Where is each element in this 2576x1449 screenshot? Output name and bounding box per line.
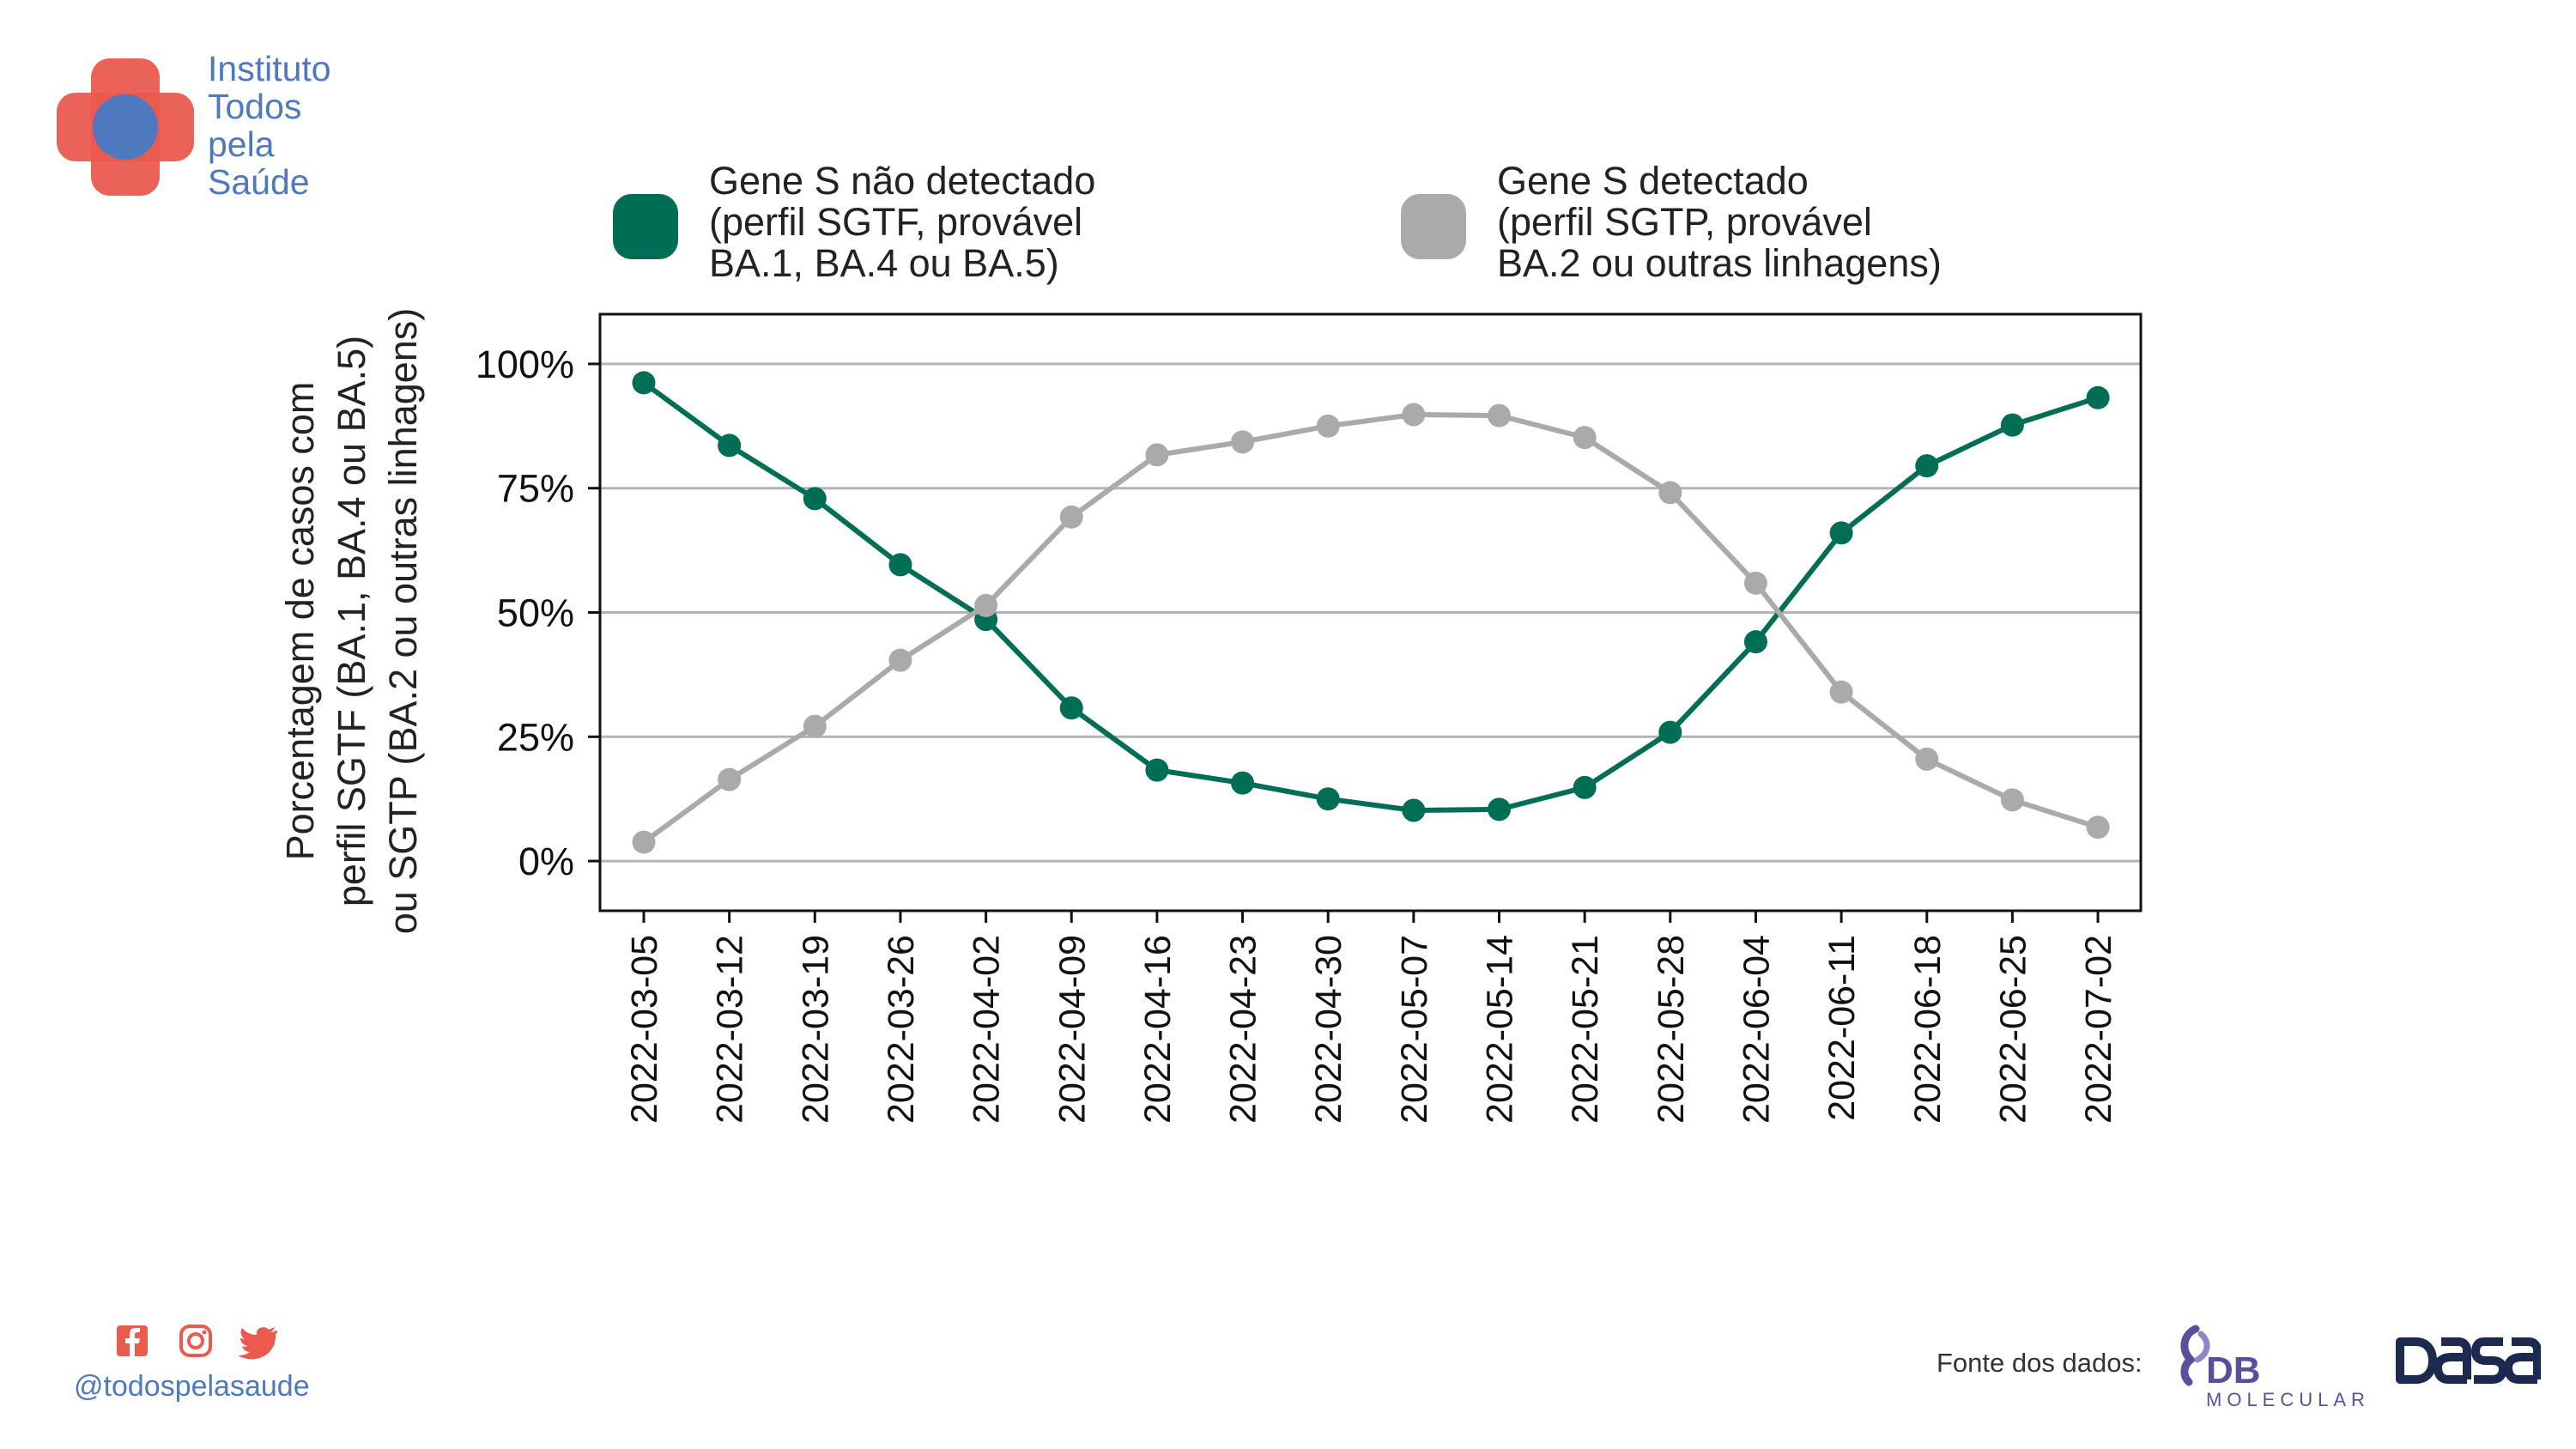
x-tick-label: 2022-06-04 [1736, 935, 1777, 1124]
y-tick-label: 100% [476, 343, 574, 386]
data-point [1829, 521, 1853, 545]
data-point [1402, 798, 1426, 822]
data-point [1658, 720, 1682, 744]
legend-item-1: Gene S não detectado(perfil SGTF, prováv… [613, 159, 1095, 285]
x-tick-label: 2022-03-05 [624, 935, 665, 1124]
x-tick-label: 2022-05-28 [1651, 935, 1692, 1124]
twitter-icon[interactable] [238, 1327, 278, 1360]
social-handle[interactable]: @todospelasaude [74, 1370, 310, 1403]
data-point [2000, 788, 2024, 812]
legend-label-line: (perfil SGTF, provável [709, 200, 1082, 244]
x-tick-label: 2022-05-07 [1394, 935, 1435, 1124]
social-icons [117, 1325, 278, 1360]
logo-line: pela [208, 124, 275, 164]
data-point [1658, 481, 1682, 505]
x-tick-label: 2022-04-30 [1308, 935, 1349, 1124]
x-tick-label: 2022-03-19 [795, 935, 836, 1124]
data-point [632, 830, 656, 854]
data-point [1231, 771, 1255, 795]
x-tick-label: 2022-04-16 [1137, 935, 1179, 1124]
data-point [1316, 414, 1340, 438]
y-axis-label-line: Porcentagem de casos com [278, 382, 322, 861]
y-tick-label: 50% [497, 591, 574, 635]
logo-line: Todos [208, 87, 302, 126]
data-point [1915, 454, 1939, 478]
y-axis-label: Porcentagem de casos com perfil SGTF (BA.… [278, 308, 425, 935]
data-point [2086, 815, 2110, 840]
y-tick-label: 25% [497, 715, 574, 759]
source-label: Fonte dos dados: [1937, 1348, 2143, 1378]
data-point [1829, 680, 1853, 704]
data-point [1059, 505, 1083, 529]
data-point [718, 767, 742, 791]
data-point [803, 487, 827, 511]
data-point [1488, 797, 1511, 822]
legend-label-line: BA.1, BA.4 ou BA.5) [709, 241, 1059, 285]
x-tick-label: 2022-05-14 [1480, 935, 1521, 1124]
y-axis-label-line: perfil SGTF (BA.1, BA.4 ou BA.5) [330, 336, 373, 906]
data-point [1316, 787, 1340, 811]
legend: Gene S não detectado(perfil SGTF, prováv… [613, 159, 1942, 285]
data-point [2000, 413, 2024, 437]
data-point [1231, 430, 1255, 454]
legend-label-line: (perfil SGTP, provável [1497, 200, 1872, 244]
x-tick-label: 2022-03-12 [710, 935, 751, 1124]
legend-marker [1401, 194, 1466, 259]
data-point [1402, 403, 1426, 427]
x-tick-label: 2022-07-02 [2078, 935, 2119, 1124]
data-point [1573, 775, 1597, 799]
data-point [2086, 385, 2110, 409]
legend-item-2: Gene S detectado(perfil SGTP, provávelBA… [1401, 159, 1942, 285]
db-logo-text: DB [2206, 1349, 2261, 1391]
x-tick-label: 2022-04-23 [1223, 935, 1264, 1124]
x-tick-label: 2022-03-26 [881, 935, 922, 1124]
logo-text: Instituto Todos pela Saúde [208, 50, 331, 201]
legend-label-line: Gene S não detectado [709, 159, 1095, 203]
data-point [888, 648, 912, 672]
series-1 [632, 371, 2110, 822]
series-line [642, 380, 2099, 814]
data-point [888, 553, 912, 577]
legend-label-line: BA.2 ou outras linhagens) [1497, 241, 1942, 285]
x-tick-label: 2022-06-25 [1992, 935, 2034, 1124]
legend-label-line: Gene S detectado [1497, 159, 1809, 203]
data-point [974, 593, 998, 617]
facebook-icon[interactable] [117, 1325, 148, 1356]
gridlines [600, 362, 2141, 863]
x-tick-label: 2022-04-09 [1052, 935, 1093, 1124]
db-molecular-logo-icon [2180, 1325, 2210, 1386]
instituto-logo-icon [57, 58, 194, 196]
series-line [642, 411, 2099, 845]
dasa-logo-icon [2396, 1337, 2541, 1384]
data-point [1059, 696, 1083, 720]
instagram-icon[interactable] [179, 1325, 212, 1357]
y-tick-label: 0% [518, 840, 574, 883]
data-point [1145, 758, 1169, 782]
x-ticks: 2022-03-05 2022-03-12 2022-03-19 2022-03-26… [624, 911, 2119, 1124]
series-2 [632, 403, 2110, 854]
db-logo-subtext: MOLECULAR [2206, 1389, 2370, 1410]
data-point [1915, 747, 1939, 771]
legend-marker [613, 194, 678, 259]
data-point [1145, 443, 1169, 467]
y-axis-label-line: ou SGTP (BA.2 ou outras linhagens) [381, 308, 425, 935]
y-ticks: 0% 25% 50% 75% 100% [476, 343, 600, 883]
logo-line: Instituto [208, 49, 331, 88]
data-point [632, 371, 656, 395]
x-tick-label: 2022-06-11 [1821, 935, 1863, 1121]
data-point [1743, 571, 1767, 595]
x-tick-label: 2022-06-18 [1907, 935, 1949, 1124]
data-point [803, 714, 827, 738]
data-point [1743, 630, 1767, 654]
y-tick-label: 75% [497, 467, 574, 511]
x-tick-label: 2022-05-21 [1565, 935, 1606, 1124]
logo-line: Saúde [208, 162, 310, 202]
data-point [718, 433, 742, 458]
x-tick-label: 2022-04-02 [967, 935, 1008, 1124]
data-point [1488, 403, 1511, 427]
data-point [1573, 426, 1597, 450]
series-layer [632, 371, 2110, 854]
